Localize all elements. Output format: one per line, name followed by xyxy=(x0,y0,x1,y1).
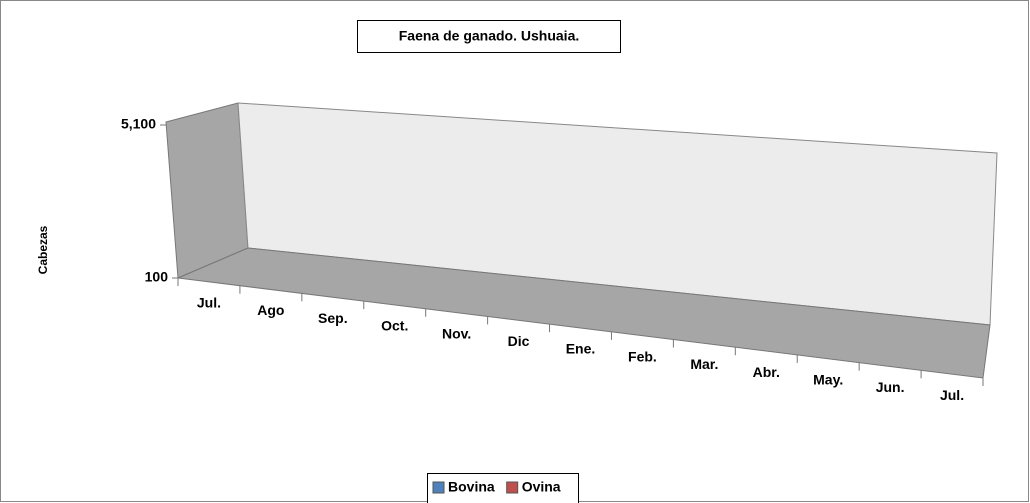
x-tick-label: Jul. xyxy=(197,295,221,311)
x-tick-label: Sep. xyxy=(318,310,348,326)
x-tick-label: Jun. xyxy=(876,379,905,395)
x-tick-label: May. xyxy=(813,371,843,387)
x-tick-label: Feb. xyxy=(628,348,657,364)
chart-title: Faena de ganado. Ushuaia. xyxy=(399,28,580,44)
y-tick-label: 5,100 xyxy=(121,116,156,132)
x-tick-label: Ago xyxy=(257,302,284,318)
x-tick-label: Nov. xyxy=(442,325,471,341)
x-tick-label: Oct. xyxy=(381,318,408,334)
legend-label: Ovina xyxy=(522,479,561,495)
legend-label: Bovina xyxy=(448,479,495,495)
y-axis-label: Cabezas xyxy=(36,225,50,274)
legend-swatch xyxy=(506,481,519,494)
title-box xyxy=(357,20,621,53)
x-tick-label: Abr. xyxy=(753,364,780,380)
x-tick-label: Ene. xyxy=(566,341,596,357)
x-tick-label: Jul. xyxy=(940,387,964,403)
x-tick-label: Dic xyxy=(508,333,530,349)
y-tick-label: 100 xyxy=(145,269,169,285)
x-tick-label: Mar. xyxy=(690,356,718,372)
floor xyxy=(176,247,991,379)
legend-box xyxy=(427,473,579,503)
legend-swatch xyxy=(432,481,445,494)
side-wall xyxy=(165,102,249,279)
